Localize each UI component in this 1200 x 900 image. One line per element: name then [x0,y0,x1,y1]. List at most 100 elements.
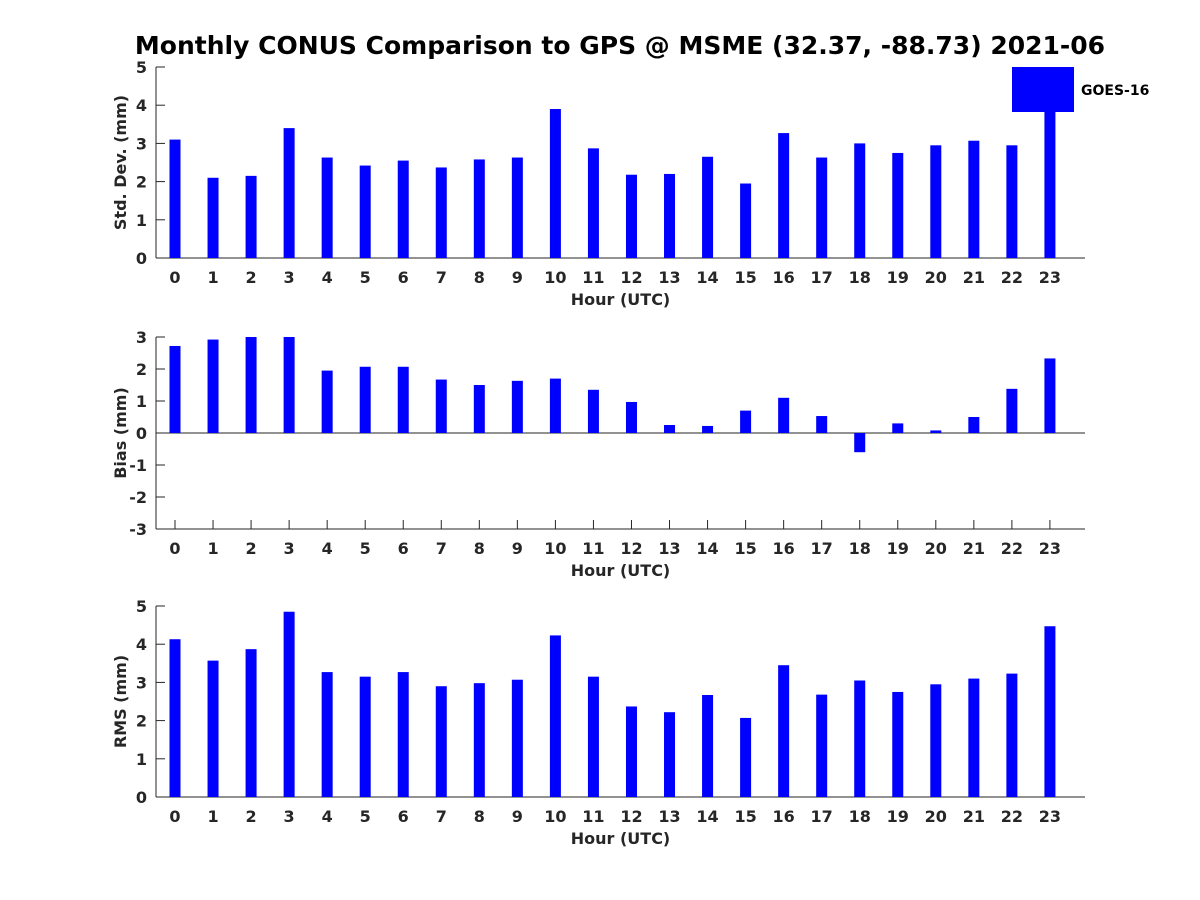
y-tick-label: 4 [136,635,147,654]
bar-stddev-3 [283,128,295,258]
bar-bias-4 [321,370,333,433]
bar-bias-1 [207,339,219,433]
x-tick-label: 7 [436,539,447,558]
bar-rms-12 [625,706,637,797]
x-tick-label: 12 [620,539,642,558]
bar-rms-9 [511,679,523,797]
x-tick-label: 4 [322,268,333,287]
x-tick-label: 2 [246,807,257,826]
bar-rms-18 [854,680,866,797]
x-tick-label: 0 [169,268,180,287]
x-tick-label: 13 [658,807,680,826]
bar-bias-15 [740,410,752,433]
x-tick-label: 17 [811,539,833,558]
y-tick-label: -2 [129,488,147,507]
bar-stddev-12 [625,174,637,258]
bar-rms-15 [740,717,752,797]
bar-stddev-2 [245,175,257,258]
bar-rms-16 [778,665,790,797]
bar-rms-4 [321,672,333,797]
x-tick-label: 9 [512,268,523,287]
bar-bias-2 [245,337,257,433]
x-tick-label: 6 [398,268,409,287]
x-tick-label: 21 [963,539,985,558]
bar-stddev-21 [968,140,980,258]
x-tick-label: 18 [849,268,871,287]
bar-bias-8 [473,385,485,433]
x-tick-label: 3 [284,807,295,826]
y-tick-label: 2 [136,712,147,731]
y-tick-label: 1 [136,392,147,411]
y-tick-label: 2 [136,173,147,192]
y-tick-label: -1 [129,456,147,475]
x-tick-label: 4 [322,807,333,826]
x-tick-label: 23 [1039,539,1061,558]
bar-bias-10 [549,378,561,433]
x-tick-label: 6 [398,807,409,826]
x-tick-label: 2 [246,268,257,287]
x-axis-label: Hour (UTC) [571,290,671,309]
bar-stddev-23 [1044,105,1056,258]
bar-bias-19 [892,423,904,433]
x-tick-label: 12 [620,268,642,287]
bar-rms-8 [473,683,485,797]
bar-rms-7 [435,686,447,797]
y-tick-label: 5 [136,597,147,616]
x-tick-label: 10 [544,539,566,558]
x-tick-label: 16 [773,268,795,287]
bar-stddev-17 [816,157,828,258]
x-tick-label: 0 [169,807,180,826]
bar-bias-7 [435,379,447,433]
bar-stddev-13 [664,173,676,258]
bar-stddev-19 [892,152,904,258]
bar-stddev-5 [359,165,371,258]
x-tick-label: 11 [582,807,604,826]
y-tick-label: 1 [136,750,147,769]
bar-rms-11 [587,676,599,797]
bar-stddev-20 [930,145,942,258]
bar-rms-6 [397,672,409,797]
x-tick-label: 22 [1001,268,1023,287]
bar-rms-19 [892,691,904,797]
bar-stddev-14 [702,156,714,258]
bar-bias-3 [283,337,295,433]
x-tick-label: 10 [544,807,566,826]
x-tick-label: 0 [169,539,180,558]
bar-bias-11 [587,389,599,433]
x-tick-label: 5 [360,268,371,287]
x-tick-label: 19 [887,807,909,826]
legend: GOES-16 [1012,67,1149,112]
bar-rms-3 [283,611,295,797]
x-tick-label: 14 [696,539,718,558]
x-tick-label: 13 [658,539,680,558]
bar-stddev-0 [169,139,181,258]
x-tick-label: 8 [474,539,485,558]
x-tick-label: 18 [849,807,871,826]
x-tick-label: 19 [887,539,909,558]
bar-stddev-8 [473,159,485,258]
x-tick-label: 1 [207,539,218,558]
y-tick-label: 3 [136,134,147,153]
x-tick-label: 17 [811,268,833,287]
legend-label: GOES-16 [1081,83,1149,99]
bar-stddev-11 [587,148,599,258]
x-tick-label: 18 [849,539,871,558]
x-tick-label: 1 [207,807,218,826]
bar-stddev-4 [321,157,333,258]
chart-title: Monthly CONUS Comparison to GPS @ MSME (… [135,31,1105,60]
y-tick-label: 0 [136,788,147,807]
bar-bias-16 [778,397,790,433]
y-tick-label: 0 [136,249,147,268]
x-tick-label: 10 [544,268,566,287]
y-tick-label: 3 [136,328,147,347]
x-tick-label: 21 [963,268,985,287]
x-tick-label: 7 [436,807,447,826]
x-tick-label: 16 [773,807,795,826]
x-tick-label: 20 [925,807,947,826]
x-tick-label: 5 [360,807,371,826]
y-axis-label: Bias (mm) [111,387,130,479]
bar-bias-20 [930,430,942,433]
x-tick-label: 19 [887,268,909,287]
x-tick-label: 15 [734,268,756,287]
